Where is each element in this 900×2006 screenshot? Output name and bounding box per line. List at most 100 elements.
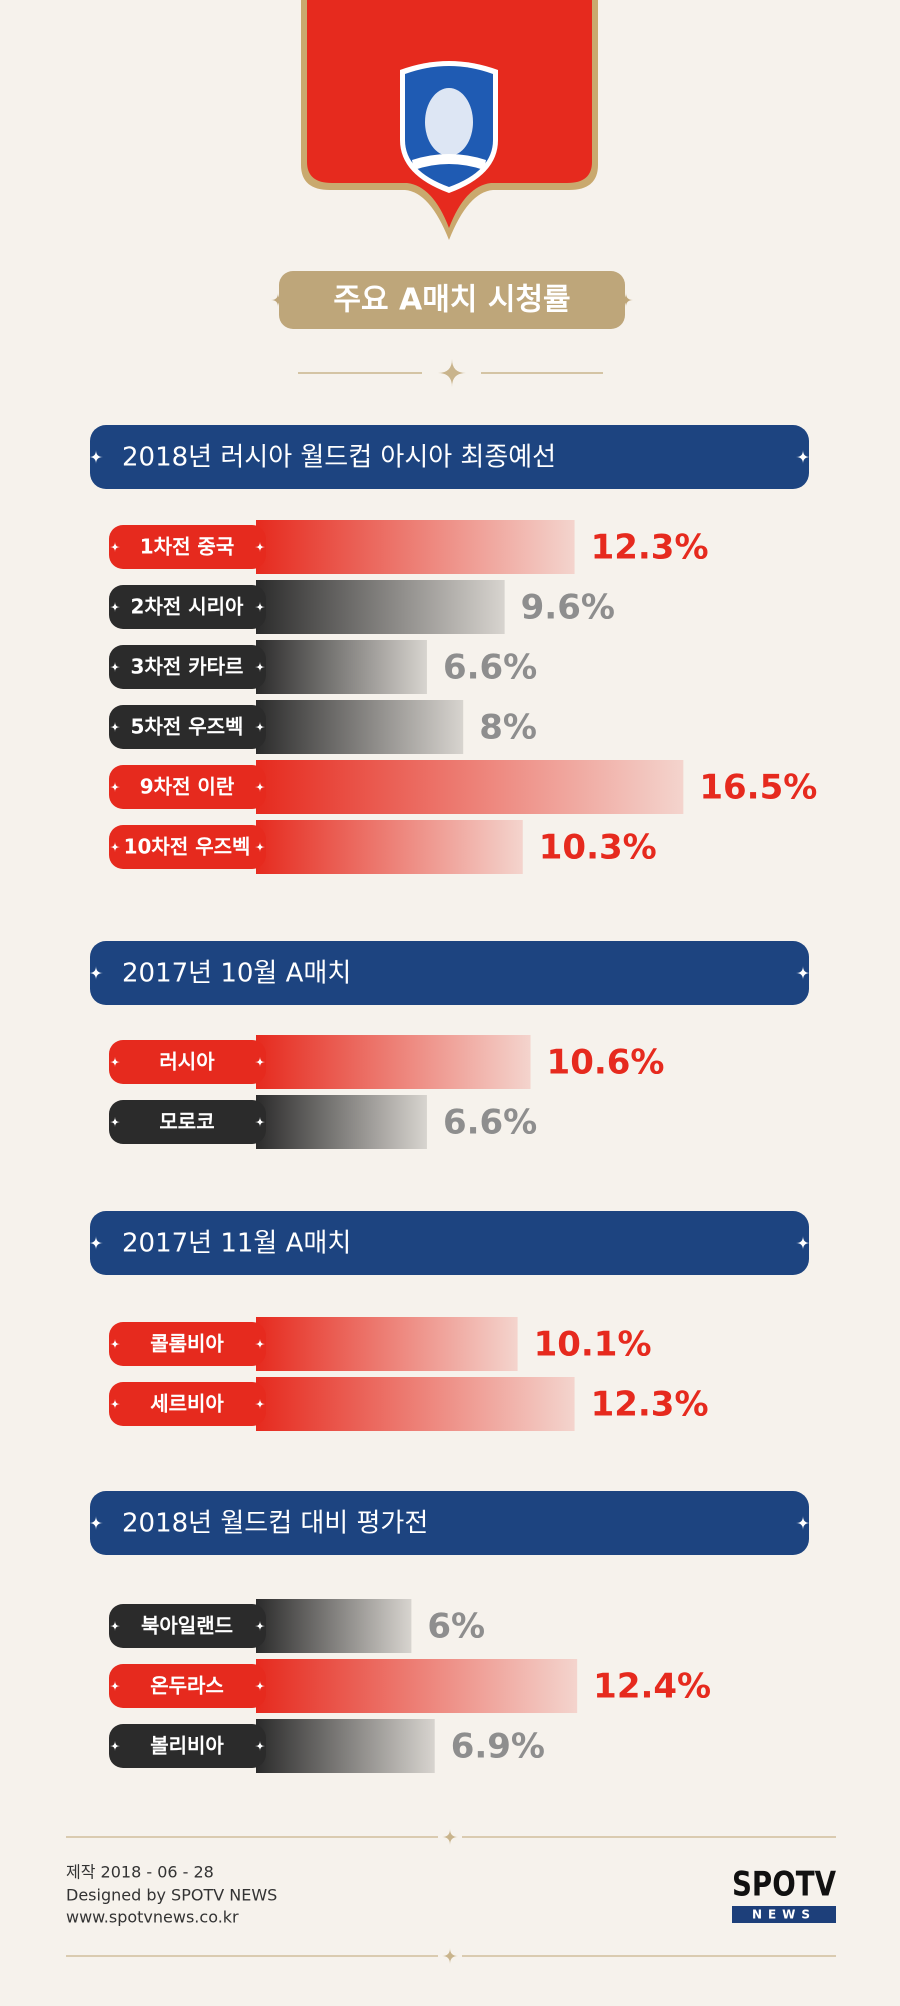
category-pill: [109, 1664, 266, 1708]
category-pill: [109, 1724, 266, 1768]
section-title: 2018년 러시아 월드컵 아시아 최종예선: [122, 443, 556, 473]
category-label: 온두라스: [150, 1674, 224, 1698]
category-label: 5차전 우즈벡: [131, 715, 244, 739]
logo-subtext: NEWS: [752, 1908, 816, 1922]
bar: [256, 1317, 518, 1371]
bar: [256, 1377, 575, 1431]
sparkle: [255, 1741, 265, 1751]
sparkle: [255, 782, 265, 792]
sparkle: [110, 1399, 120, 1409]
category-pill: [109, 1322, 266, 1366]
footer-text: 제작 2018 - 06 - 28: [66, 1863, 214, 1882]
sparkle: [796, 1236, 810, 1250]
logo-text: SPOTV: [732, 1865, 837, 1905]
sparkle: [255, 662, 265, 672]
bar: [256, 1659, 578, 1713]
sparkle: [442, 1829, 458, 1845]
value-label: 6%: [427, 1607, 485, 1647]
section-header: [90, 425, 809, 489]
bar: [256, 1035, 531, 1089]
sparkle: [255, 1057, 265, 1067]
section-header: [90, 1211, 809, 1275]
category-pill: [109, 1382, 266, 1426]
footer-text: www.spotvnews.co.kr: [66, 1908, 239, 1927]
bar: [256, 760, 684, 814]
value-label: 10.6%: [547, 1043, 665, 1083]
value-label: 6.6%: [443, 648, 537, 688]
sparkle: [619, 293, 633, 307]
value-label: 10.3%: [539, 828, 657, 868]
category-pill: [109, 765, 266, 809]
value-label: 6.6%: [443, 1103, 537, 1143]
sparkle: [110, 602, 120, 612]
value-label: 10.1%: [534, 1325, 652, 1365]
section-header: [90, 1491, 809, 1555]
section-header: [90, 941, 809, 1005]
category-label: 콜롬비아: [150, 1332, 224, 1356]
category-label: 9차전 이란: [140, 775, 235, 799]
page-title: 주요 A매치 시청률: [333, 283, 570, 318]
sparkle: [110, 722, 120, 732]
sparkle: [255, 1339, 265, 1349]
value-label: 12.3%: [591, 1385, 709, 1425]
sparkle: [110, 662, 120, 672]
sparkle: [110, 1741, 120, 1751]
category-label: 3차전 카타르: [131, 655, 244, 679]
emblem-ribbon: [412, 154, 486, 170]
bar: [256, 580, 505, 634]
bar: [256, 700, 464, 754]
bar: [256, 1719, 435, 1773]
sparkle: [110, 842, 120, 852]
sparkle: [271, 293, 285, 307]
category-label: 세르비아: [150, 1392, 224, 1416]
sparkle: [110, 1339, 120, 1349]
value-label: 16.5%: [699, 768, 817, 808]
sparkle: [438, 359, 466, 387]
sparkle: [796, 966, 810, 980]
value-label: 9.6%: [521, 588, 615, 628]
category-label: 북아일랜드: [141, 1614, 233, 1638]
emblem-tiger: [425, 88, 473, 156]
category-label: 모로코: [159, 1110, 214, 1134]
sparkle: [255, 1399, 265, 1409]
sparkle: [255, 602, 265, 612]
value-label: 6.9%: [451, 1727, 545, 1767]
sparkle: [110, 1681, 120, 1691]
sparkle: [255, 1117, 265, 1127]
category-label: 볼리비아: [150, 1734, 224, 1758]
category-label: 10차전 우즈벡: [124, 835, 251, 859]
category-pill: [109, 1100, 266, 1144]
category-label: 1차전 중국: [140, 535, 234, 559]
category-label: 러시아: [159, 1050, 215, 1074]
title-pill: [279, 271, 625, 329]
sparkle: [89, 1236, 103, 1250]
sparkle: [796, 1516, 810, 1530]
sparkle: [89, 1516, 103, 1530]
sparkle: [255, 722, 265, 732]
sparkle: [89, 450, 103, 464]
section-title: 2017년 11월 A매치: [122, 1229, 351, 1259]
sparkle: [255, 1681, 265, 1691]
sparkle: [110, 542, 120, 552]
category-pill: [109, 1040, 266, 1084]
category-label: 2차전 시리아: [131, 595, 244, 619]
sparkle: [255, 1621, 265, 1631]
value-label: 12.3%: [591, 528, 709, 568]
bar: [256, 820, 523, 874]
sparkle: [110, 782, 120, 792]
bar: [256, 1599, 412, 1653]
logo-band: [732, 1906, 836, 1923]
section-title: 2018년 월드컵 대비 평가전: [122, 1509, 428, 1539]
bar: [256, 1095, 427, 1149]
category-pill: [109, 1604, 266, 1648]
sparkle: [89, 966, 103, 980]
sparkle: [255, 842, 265, 852]
sparkle: [110, 1057, 120, 1067]
sparkle: [796, 450, 810, 464]
sparkle: [442, 1948, 458, 1964]
section-title: 2017년 10월 A매치: [122, 959, 351, 989]
bar: [256, 520, 575, 574]
footer-text: Designed by SPOTV NEWS: [66, 1886, 277, 1905]
